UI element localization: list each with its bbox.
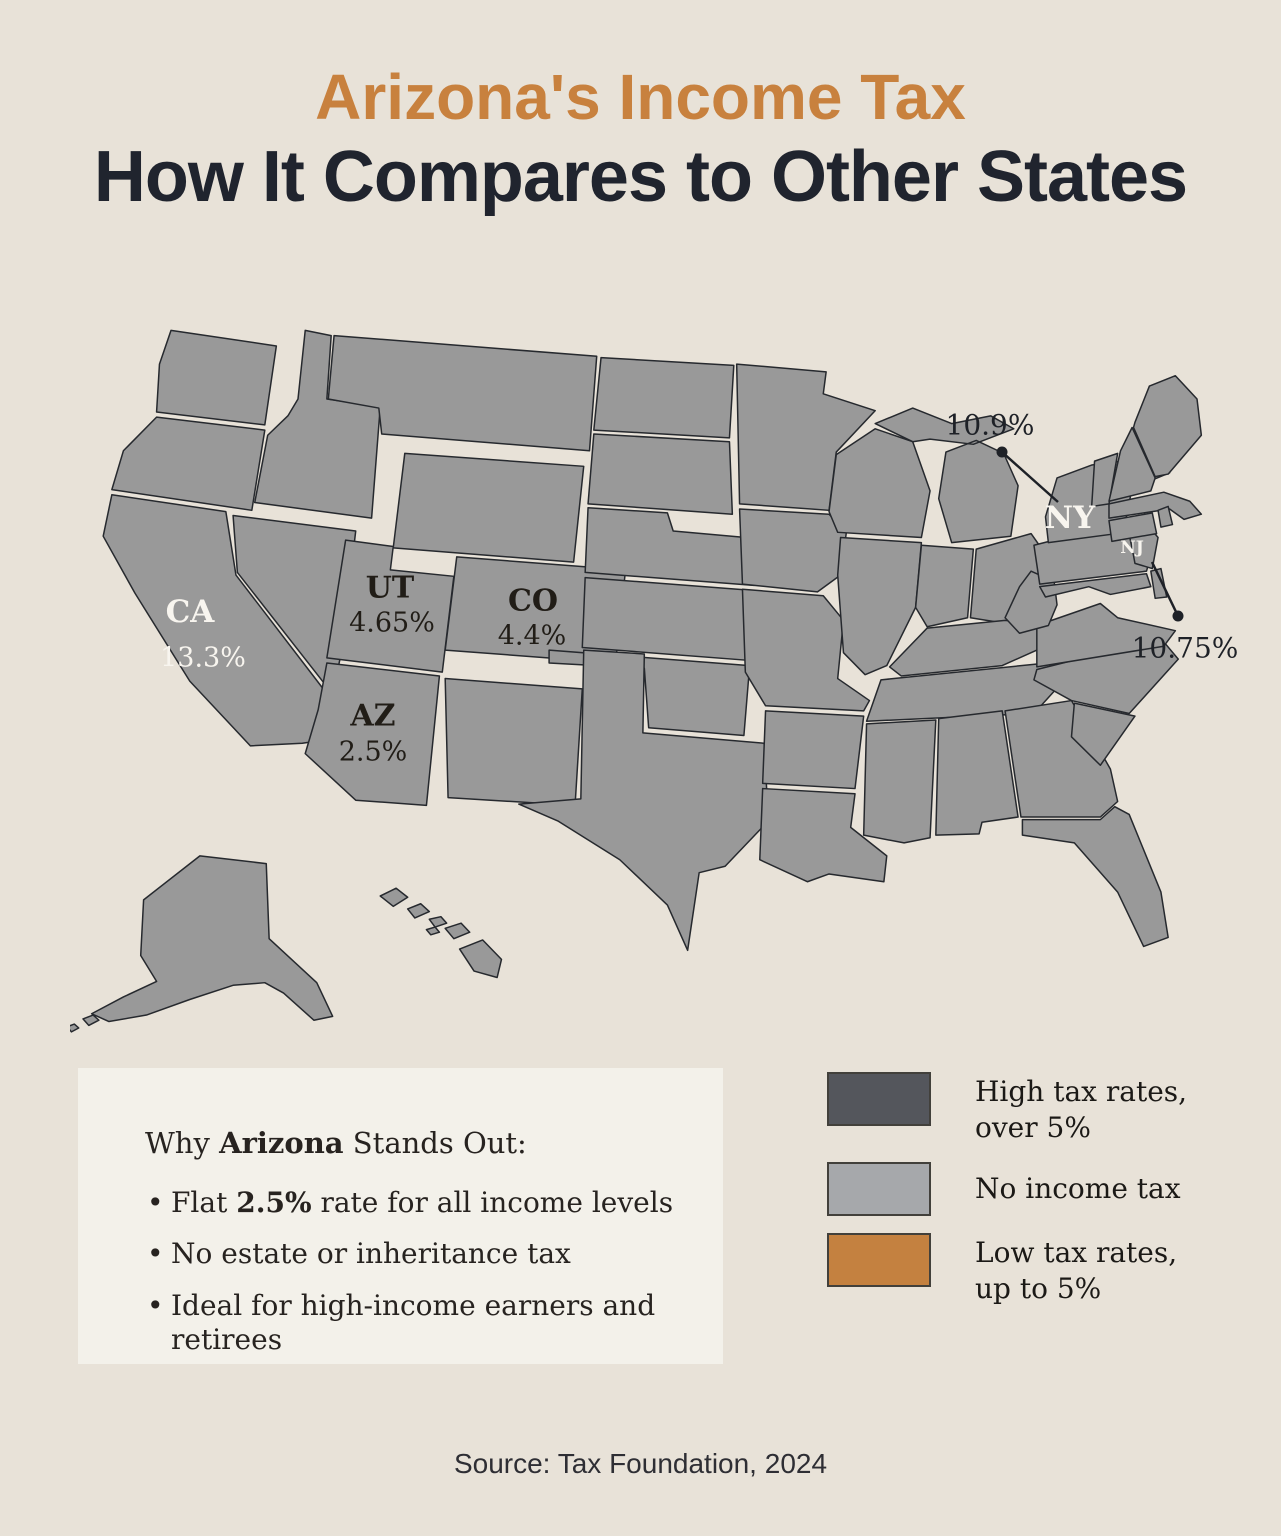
source-citation: Source: Tax Foundation, 2024 [453, 1448, 828, 1479]
legend-swatch-high [827, 1072, 931, 1126]
state-ma [1109, 492, 1201, 519]
state-ms [864, 720, 936, 843]
state-ca [103, 495, 337, 746]
state-la [760, 789, 887, 882]
legend-row-low: Low tax rates, up to 5% [827, 1233, 1247, 1306]
state-hi [380, 888, 501, 977]
state-az [305, 663, 439, 805]
legend-label-low: Low tax rates, up to 5% [975, 1236, 1178, 1305]
state-or [112, 417, 265, 510]
state-ak [70, 856, 333, 1032]
state-tn [867, 662, 1072, 722]
callout-lines [996, 446, 1184, 622]
highlight-box: Why Arizona Stands Out: Flat 2.5% rate f… [78, 1068, 723, 1364]
ca-rate-label: 13.3% [160, 642, 246, 674]
legend-label-high: High tax rates, over 5% [975, 1075, 1188, 1144]
state-sc [1071, 703, 1134, 765]
state-md [1040, 574, 1151, 597]
ca-state-label: CA [165, 594, 215, 630]
legend-row-none: No income tax [827, 1162, 1247, 1217]
nj-callout-rate: 10.75% [1131, 631, 1239, 665]
state-in [916, 545, 974, 627]
state-nd [594, 358, 734, 438]
co-rate-label: 4.4% [497, 620, 567, 652]
state-ri [1158, 506, 1172, 527]
bullet-no-estate-tax: No estate or inheritance tax [145, 1237, 683, 1272]
state-me [1134, 376, 1202, 477]
legend-row-high: High tax rates, over 5% [827, 1072, 1247, 1145]
bullet-high-income: Ideal for high-income earners and retire… [145, 1289, 683, 1358]
state-de [1151, 569, 1167, 599]
legend-label-none: No income tax [975, 1172, 1181, 1206]
us-tax-map: CA 13.3% UT 4.65% CO 4.4% AZ 2.5% NY NJ … [70, 315, 1238, 1040]
map-legend: High tax rates, over 5% No income tax Lo… [827, 1072, 1247, 1323]
state-sd [588, 434, 732, 514]
ny-callout-rate: 10.9% [945, 408, 1035, 442]
az-rate-label: 2.5% [338, 736, 408, 768]
bullet-flat-rate: Flat 2.5% rate for all income levels [145, 1186, 683, 1221]
state-mo [742, 589, 869, 711]
az-state-label: AZ [350, 698, 396, 734]
ut-state-label: UT [365, 570, 415, 606]
ny-callout-line [1001, 451, 1059, 503]
state-mt [328, 336, 596, 451]
legend-swatch-low [827, 1233, 931, 1288]
state-ct [1109, 513, 1157, 541]
state-wa [157, 330, 277, 424]
nj-callout-dot [1172, 610, 1184, 622]
state-mn [737, 364, 876, 510]
legend-swatch-none [827, 1162, 931, 1217]
state-al [936, 711, 1018, 835]
page-title-main: How It Compares to Other States [93, 137, 1188, 218]
state-id [255, 330, 381, 518]
ny-state-label: NY [1044, 500, 1096, 536]
nj-state-label: NJ [1120, 538, 1144, 558]
state-ar [763, 711, 864, 789]
us-map-svg [70, 315, 1210, 1040]
state-nh [1109, 427, 1155, 501]
highlight-heading: Why Arizona Stands Out: [145, 1126, 527, 1160]
state-wy [393, 453, 583, 562]
state-fl [1022, 807, 1168, 947]
state-mi [875, 408, 1018, 543]
state-va [1037, 603, 1176, 666]
ny-callout-dot [996, 446, 1008, 458]
ut-rate-label: 4.65% [349, 607, 435, 639]
co-state-label: CO [507, 583, 559, 619]
header: Arizona's Income Tax How It Compares to … [0, 0, 1281, 218]
state-tx [519, 650, 769, 950]
page-title-accent: Arizona's Income Tax [315, 61, 966, 133]
state-wi [829, 429, 930, 538]
nj-callout-line [1150, 561, 1180, 617]
